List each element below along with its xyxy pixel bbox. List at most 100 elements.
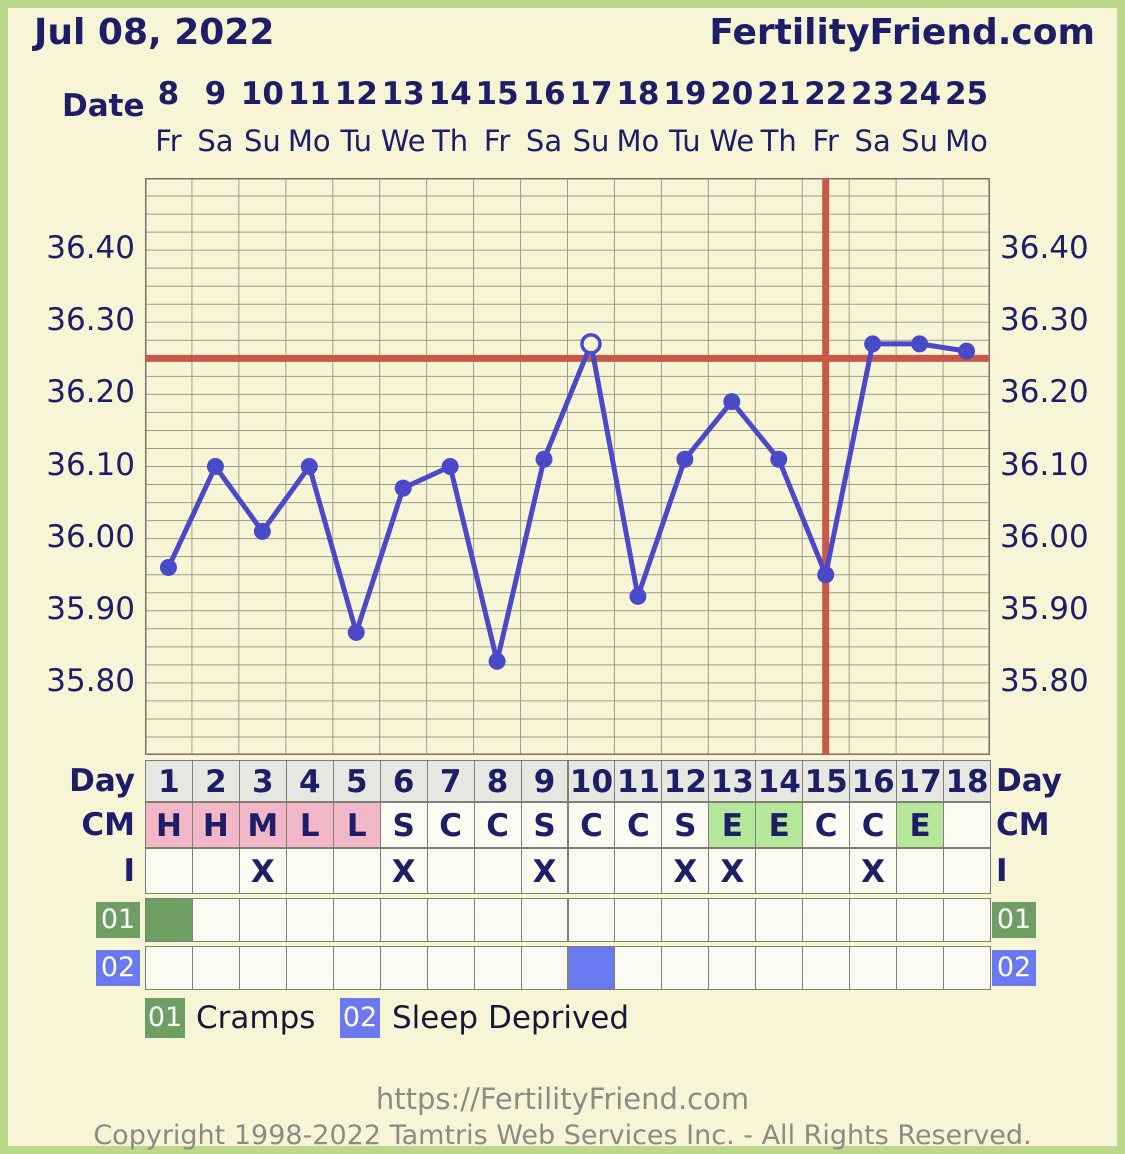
day-cell[interactable]: 11 [614,760,663,802]
day-cell[interactable]: 7 [426,760,475,802]
cm-cell[interactable] [943,802,991,848]
temp-point[interactable] [253,522,271,540]
custom-cell-01[interactable] [849,898,898,942]
temp-point[interactable] [206,458,224,475]
cm-cell[interactable]: E [708,802,757,848]
temp-point[interactable] [676,450,694,468]
custom-cell-02[interactable] [567,946,616,990]
custom-cell-02[interactable] [379,946,428,990]
custom-cell-01[interactable] [473,898,522,942]
temp-point[interactable] [911,335,929,353]
temp-point[interactable] [864,335,882,353]
footer-url[interactable]: https://FertilityFriend.com [375,1082,750,1116]
cm-cell[interactable]: E [896,802,945,848]
cm-cell[interactable]: C [849,802,898,848]
custom-cell-01[interactable] [661,898,710,942]
intercourse-cell[interactable] [943,848,991,894]
intercourse-cell[interactable] [614,848,663,894]
intercourse-cell[interactable]: X [708,848,757,894]
day-cell[interactable]: 14 [755,760,804,802]
custom-cell-02[interactable] [238,946,287,990]
custom-cell-01[interactable] [145,898,193,942]
temp-point[interactable] [817,566,835,584]
custom-cell-02[interactable] [661,946,710,990]
custom-cell-01[interactable] [191,898,240,942]
custom-cell-02[interactable] [755,946,804,990]
custom-cell-02[interactable] [708,946,757,990]
intercourse-cell[interactable]: X [520,848,569,894]
temp-point[interactable] [629,587,647,605]
day-cell[interactable]: 1 [145,760,193,802]
day-cell[interactable]: 4 [285,760,334,802]
temp-point[interactable] [300,458,318,475]
day-cell[interactable]: 2 [191,760,240,802]
day-cell[interactable]: 9 [520,760,569,802]
cm-cell[interactable]: H [145,802,193,848]
temp-point[interactable] [535,450,553,468]
custom-cell-02[interactable] [943,946,991,990]
intercourse-cell[interactable]: X [238,848,287,894]
temp-point[interactable] [488,652,506,670]
custom-cell-01[interactable] [755,898,804,942]
intercourse-cell[interactable] [145,848,193,894]
cm-cell[interactable]: C [802,802,851,848]
day-cell[interactable]: 6 [379,760,428,802]
intercourse-cell[interactable]: X [661,848,710,894]
intercourse-cell[interactable]: X [379,848,428,894]
custom-cell-01[interactable] [426,898,475,942]
cm-cell[interactable]: L [285,802,334,848]
day-cell[interactable]: 18 [943,760,991,802]
temp-point[interactable] [770,450,788,468]
day-cell[interactable]: 5 [332,760,381,802]
intercourse-cell[interactable] [896,848,945,894]
day-cell[interactable]: 17 [896,760,945,802]
custom-cell-02[interactable] [849,946,898,990]
custom-cell-01[interactable] [943,898,991,942]
custom-cell-02[interactable] [520,946,569,990]
cm-cell[interactable]: E [755,802,804,848]
cm-cell[interactable]: C [473,802,522,848]
cm-cell[interactable]: M [238,802,287,848]
temp-point[interactable] [723,393,741,411]
intercourse-cell[interactable] [802,848,851,894]
cm-cell[interactable]: C [426,802,475,848]
day-cell[interactable]: 12 [661,760,710,802]
cm-cell[interactable]: S [520,802,569,848]
custom-cell-01[interactable] [285,898,334,942]
intercourse-cell[interactable]: X [849,848,898,894]
temp-point[interactable] [958,342,976,360]
custom-cell-01[interactable] [708,898,757,942]
temp-point-open[interactable] [580,333,602,355]
bbt-line-chart[interactable] [145,178,990,755]
custom-cell-02[interactable] [426,946,475,990]
intercourse-cell[interactable] [191,848,240,894]
custom-cell-01[interactable] [567,898,616,942]
custom-cell-01[interactable] [614,898,663,942]
custom-cell-02[interactable] [285,946,334,990]
custom-cell-02[interactable] [191,946,240,990]
cm-cell[interactable]: S [661,802,710,848]
intercourse-cell[interactable] [332,848,381,894]
cm-cell[interactable]: C [567,802,616,848]
cm-cell[interactable]: L [332,802,381,848]
day-cell[interactable]: 10 [567,760,616,802]
temp-point[interactable] [441,458,459,475]
custom-cell-01[interactable] [802,898,851,942]
day-cell[interactable]: 13 [708,760,757,802]
custom-cell-01[interactable] [520,898,569,942]
intercourse-cell[interactable] [473,848,522,894]
custom-cell-02[interactable] [896,946,945,990]
day-cell[interactable]: 16 [849,760,898,802]
custom-cell-02[interactable] [473,946,522,990]
cm-cell[interactable]: S [379,802,428,848]
brand-title[interactable]: FertilityFriend.com [709,12,1095,53]
custom-cell-02[interactable] [802,946,851,990]
day-cell[interactable]: 8 [473,760,522,802]
cm-cell[interactable]: C [614,802,663,848]
day-cell[interactable]: 3 [238,760,287,802]
temp-point[interactable] [347,623,365,641]
intercourse-cell[interactable] [426,848,475,894]
custom-cell-01[interactable] [332,898,381,942]
intercourse-cell[interactable] [567,848,616,894]
custom-cell-01[interactable] [238,898,287,942]
